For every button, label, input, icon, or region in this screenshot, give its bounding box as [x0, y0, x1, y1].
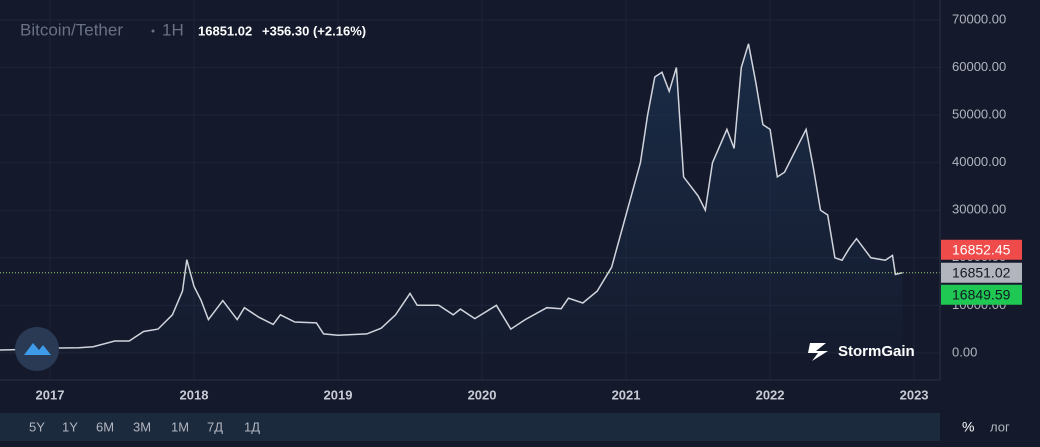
x-tick-label: 2022 — [756, 387, 785, 402]
log-toggle[interactable]: лог — [990, 419, 1010, 434]
x-tick-label: 2021 — [612, 387, 641, 402]
price-label: 16851.02 — [952, 264, 1011, 280]
price-label-box — [941, 262, 1022, 283]
range-button[interactable]: 7Д — [207, 419, 223, 434]
bid-label-box — [941, 284, 1022, 305]
y-tick-label: 40000.00 — [952, 154, 1006, 169]
area — [0, 43, 903, 353]
y-tick-label: 60000.00 — [952, 59, 1006, 74]
x-tick-label: 2020 — [468, 387, 497, 402]
price: 16851.02 — [198, 23, 252, 38]
range-button[interactable]: 1Y — [62, 419, 78, 434]
y-tick-label: 70000.00 — [952, 11, 1006, 26]
symbol: Bitcoin/Tether — [20, 20, 123, 39]
ask-label-box — [941, 239, 1022, 260]
brand-icon — [808, 343, 828, 361]
interval: 1H — [162, 20, 184, 39]
percent-toggle[interactable]: % — [962, 419, 974, 435]
y-tick-label: 50000.00 — [952, 107, 1006, 122]
range-button[interactable]: 1M — [171, 419, 189, 434]
x-tick-label: 2018 — [180, 387, 209, 402]
x-tick-label: 2023 — [900, 387, 929, 402]
separator — [151, 29, 155, 33]
y-tick-label: 0.00 — [952, 344, 977, 359]
x-tick-label: 2017 — [36, 387, 65, 402]
x-tick-label: 2019 — [324, 387, 353, 402]
change: +356.30 (+2.16%) — [262, 23, 366, 38]
y-tick-label: 30000.00 — [952, 202, 1006, 217]
logo-icon — [24, 343, 51, 355]
bid-label: 16849.59 — [952, 286, 1011, 302]
range-button[interactable]: 1Д — [244, 419, 260, 434]
range-button[interactable]: 5Y — [29, 419, 45, 434]
range-button[interactable]: 3M — [133, 419, 151, 434]
brand: StormGain — [838, 343, 915, 360]
price-line — [0, 43, 903, 351]
toolbar — [0, 413, 940, 441]
ask-label: 16852.45 — [952, 241, 1011, 257]
range-button[interactable]: 6M — [96, 419, 114, 434]
